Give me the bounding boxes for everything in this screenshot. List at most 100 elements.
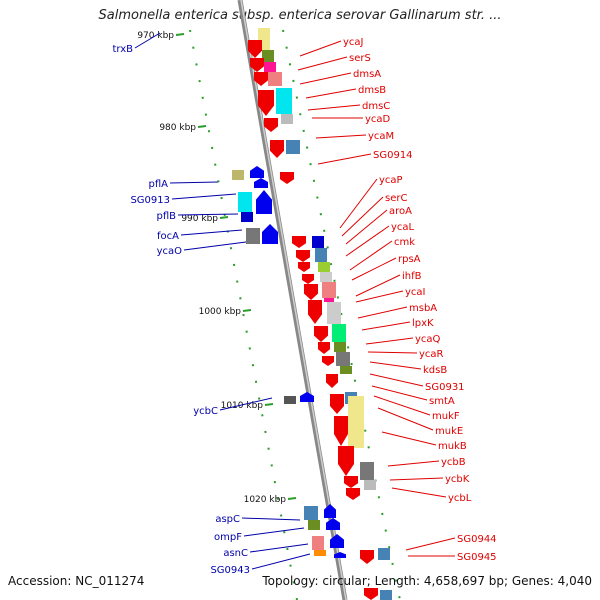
- reverse-gene-label[interactable]: ycaL: [391, 222, 415, 233]
- gene-arrow: [364, 588, 378, 600]
- reverse-gene-label[interactable]: smtA: [429, 396, 455, 407]
- gene-feature-block: [262, 50, 274, 62]
- forward-gene-label[interactable]: trxB: [112, 44, 133, 55]
- accession-text: Accession: NC_011274: [8, 574, 145, 588]
- forward-gene-label[interactable]: pflA: [149, 179, 169, 190]
- gene-feature-block: [276, 88, 292, 114]
- gene-feature-block: [232, 170, 244, 180]
- gene-feature-block: [312, 536, 324, 550]
- kbp-tick: [175, 33, 185, 36]
- forward-gene-leader: [251, 553, 311, 570]
- forward-gene-label[interactable]: SG0913: [130, 195, 170, 206]
- reverse-gene-label[interactable]: ihfB: [402, 271, 422, 282]
- forward-gene-label[interactable]: aspC: [215, 514, 240, 525]
- reverse-gene-leader: [391, 487, 447, 498]
- reverse-gene-label[interactable]: ycaR: [419, 349, 444, 360]
- gene-arrow: [302, 274, 314, 284]
- topology-text: Topology: circular; Length: 4,658,697 bp…: [262, 574, 592, 588]
- reverse-gene-label[interactable]: mukB: [438, 441, 467, 452]
- gene-arrow: [264, 118, 278, 132]
- reverse-gene-label[interactable]: kdsB: [423, 365, 447, 376]
- forward-gene-leader: [241, 517, 301, 521]
- reverse-gene-label[interactable]: ycaJ: [343, 37, 364, 48]
- reverse-gene-label[interactable]: mukE: [435, 426, 463, 437]
- reverse-gene-label[interactable]: serS: [349, 53, 371, 64]
- gene-arrow: [298, 262, 310, 272]
- forward-gene-leader: [243, 527, 305, 537]
- reverse-gene-leader: [361, 321, 411, 331]
- gene-arrow: [334, 416, 348, 446]
- forward-gene-label[interactable]: focA: [157, 231, 179, 242]
- gene-feature-block: [281, 114, 293, 124]
- reverse-gene-leader: [307, 104, 361, 111]
- reverse-gene-label[interactable]: serC: [385, 193, 407, 204]
- reverse-gene-leader: [305, 88, 357, 99]
- reverse-gene-label[interactable]: ycbK: [445, 474, 470, 485]
- reverse-gene-label[interactable]: mukF: [432, 411, 460, 422]
- reverse-gene-label[interactable]: ycaI: [405, 287, 426, 298]
- reverse-gene-leader: [357, 306, 408, 319]
- gene-feature-block: [304, 506, 318, 520]
- kbp-tick-label: 1000 kbp: [199, 307, 242, 317]
- reverse-gene-label[interactable]: dmsC: [362, 101, 390, 112]
- reverse-gene-label[interactable]: SG0944: [457, 534, 497, 545]
- reverse-gene-label[interactable]: dmsA: [353, 69, 381, 80]
- reverse-gene-label[interactable]: ycaM: [368, 131, 394, 142]
- reverse-gene-label[interactable]: ycbL: [448, 493, 472, 504]
- reverse-gene-leader: [377, 407, 434, 431]
- reverse-gene-leader: [297, 56, 348, 71]
- reverse-gene-label[interactable]: SG0914: [373, 150, 413, 161]
- reverse-gene-label[interactable]: SG0945: [457, 552, 497, 563]
- forward-gene-leader: [219, 397, 273, 411]
- gene-feature-block: [340, 366, 352, 374]
- reverse-gene-label[interactable]: ycaD: [365, 114, 391, 125]
- gene-arrow: [254, 72, 268, 86]
- gene-arrow: [304, 284, 318, 300]
- gene-arrow: [248, 40, 262, 58]
- gene-arrow: [344, 476, 358, 488]
- reverse-gene-label[interactable]: lpxK: [412, 318, 434, 329]
- reverse-gene-leader: [369, 373, 424, 387]
- gene-arrow: [250, 58, 264, 72]
- gene-feature-block: [348, 396, 364, 448]
- gene-arrow: [318, 342, 330, 354]
- reverse-gene-label[interactable]: dmsB: [358, 85, 386, 96]
- gene-arrow: [258, 90, 274, 116]
- kbp-tick-label: 1020 kbp: [244, 495, 287, 505]
- gene-arrow: [308, 300, 322, 324]
- gene-arrow: [324, 504, 336, 518]
- forward-gene-leader: [180, 229, 243, 236]
- reverse-gene-label[interactable]: ycaP: [379, 175, 403, 186]
- reverse-gene-leader: [381, 431, 437, 446]
- kbp-tick: [287, 497, 297, 500]
- gene-arrow: [360, 550, 374, 564]
- reverse-gene-leader: [349, 240, 393, 271]
- reverse-gene-label[interactable]: ycaQ: [415, 334, 441, 345]
- gene-feature-block: [314, 550, 326, 556]
- genome-title: Salmonella enterica subsp. enterica sero…: [98, 8, 502, 23]
- gene-feature-block: [364, 480, 376, 490]
- gene-arrow: [338, 446, 354, 476]
- reverse-gene-leader: [351, 257, 397, 281]
- reverse-gene-leader: [345, 209, 388, 245]
- gene-feature-block: [336, 352, 350, 366]
- reverse-gene-label[interactable]: cmk: [394, 237, 415, 248]
- reverse-gene-label[interactable]: rpsA: [398, 254, 421, 265]
- forward-gene-label[interactable]: asnC: [223, 548, 248, 559]
- forward-gene-label[interactable]: ycaO: [157, 246, 183, 257]
- gene-feature-block: [312, 236, 324, 248]
- forward-gene-label[interactable]: ompF: [214, 532, 242, 543]
- reverse-gene-leader: [355, 290, 404, 303]
- reverse-gene-label[interactable]: msbA: [409, 303, 437, 314]
- reverse-gene-leader: [339, 178, 378, 229]
- forward-gene-label[interactable]: ycbC: [193, 406, 218, 417]
- forward-gene-label[interactable]: SG0943: [210, 565, 250, 576]
- reverse-gene-label[interactable]: SG0931: [425, 382, 465, 393]
- reverse-gene-label[interactable]: aroA: [389, 206, 412, 217]
- reverse-gene-leader: [371, 385, 428, 401]
- reverse-track-guide: [282, 29, 401, 600]
- forward-gene-label[interactable]: pflB: [156, 211, 176, 222]
- reverse-gene-leader: [341, 196, 384, 237]
- reverse-gene-label[interactable]: ycbB: [441, 457, 466, 468]
- forward-gene-leader: [177, 213, 239, 216]
